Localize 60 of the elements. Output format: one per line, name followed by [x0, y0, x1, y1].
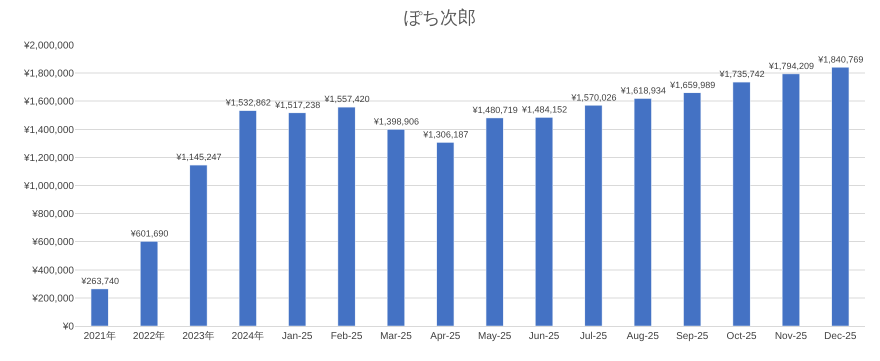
bar: [782, 74, 800, 326]
data-label: ¥1,145,247: [175, 152, 222, 162]
data-label: ¥601,690: [130, 228, 168, 238]
y-tick-label: ¥1,400,000: [22, 124, 74, 136]
y-tick-label: ¥400,000: [31, 265, 74, 276]
y-tick-label: ¥1,800,000: [22, 68, 74, 80]
x-tick-label: Mar-25: [380, 331, 412, 342]
bar: [535, 117, 553, 326]
y-tick-label: ¥600,000: [31, 237, 74, 248]
bar: [436, 142, 454, 326]
bar: [338, 106, 356, 326]
x-tick-label: Jun-25: [528, 331, 560, 342]
y-tick-label: ¥1,000,000: [22, 181, 74, 192]
chart-title: ぽち次郎: [404, 7, 476, 28]
data-label: ¥1,840,769: [817, 54, 864, 64]
x-tick-label: May-25: [478, 331, 512, 342]
bar: [90, 288, 109, 326]
data-label: ¥1,735,742: [718, 69, 765, 80]
data-label: ¥263,740: [80, 276, 119, 286]
bar: [238, 110, 257, 326]
x-tick-label: Sep-25: [676, 331, 709, 342]
y-tick-label: ¥1,600,000: [22, 96, 74, 108]
x-tick-label: 2024年: [232, 330, 264, 342]
x-tick-label: 2023年: [182, 330, 215, 342]
data-label: ¥1,557,420: [324, 94, 370, 104]
data-label: ¥1,570,026: [570, 92, 616, 102]
data-label: ¥1,659,989: [669, 80, 716, 90]
x-tick-label: Apr-25: [430, 331, 461, 342]
data-label: ¥1,794,209: [768, 60, 814, 71]
x-tick-label: Jul-25: [580, 331, 608, 342]
x-tick-label: 2021年: [84, 330, 116, 342]
bar: [683, 92, 702, 326]
data-label: ¥1,517,238: [274, 100, 320, 110]
data-label: ¥1,398,906: [372, 116, 419, 126]
x-tick-label: Oct-25: [726, 331, 757, 342]
x-tick-label: Nov-25: [774, 331, 808, 342]
bar: [634, 98, 652, 326]
y-tick-label: ¥0: [62, 322, 74, 332]
y-tick-label: ¥2,000,000: [22, 40, 74, 52]
y-tick-label: ¥200,000: [31, 293, 74, 304]
bar: [140, 241, 158, 326]
bar: [486, 118, 504, 326]
data-label: ¥1,484,152: [521, 104, 568, 114]
bar: [584, 105, 602, 326]
x-tick-label: 2022年: [132, 330, 166, 342]
y-tick-label: ¥800,000: [31, 209, 74, 220]
data-label: ¥1,532,862: [224, 98, 271, 108]
x-tick-label: Dec-25: [824, 331, 857, 342]
bar: [190, 164, 208, 326]
x-tick-label: Jan-25: [282, 331, 313, 342]
bar: [387, 129, 405, 326]
bar: [831, 67, 850, 326]
bar: [732, 82, 750, 326]
y-tick-label: ¥1,200,000: [22, 152, 74, 164]
data-label: ¥1,306,187: [422, 129, 468, 140]
x-tick-label: Feb-25: [330, 331, 363, 342]
bar: [288, 112, 306, 326]
data-label: ¥1,480,719: [472, 104, 518, 115]
data-label: ¥1,618,934: [620, 86, 666, 96]
x-tick-label: Aug-25: [626, 331, 660, 342]
